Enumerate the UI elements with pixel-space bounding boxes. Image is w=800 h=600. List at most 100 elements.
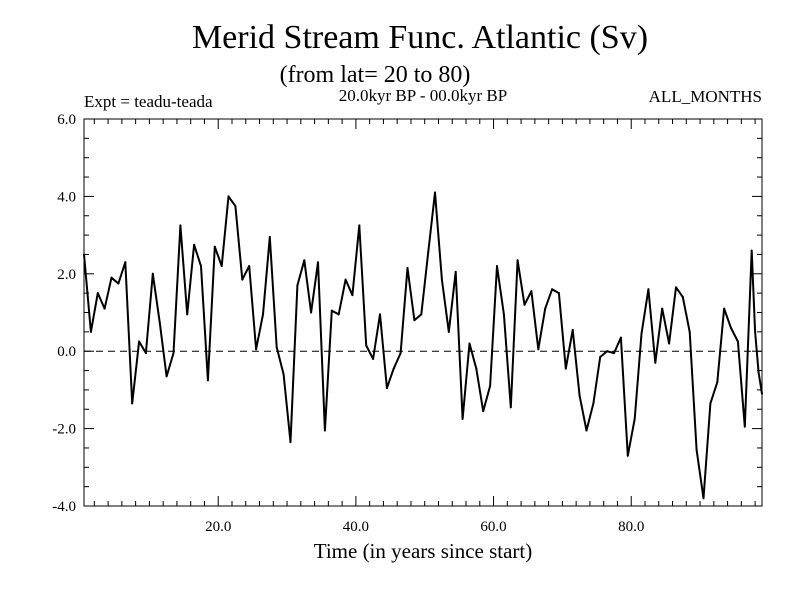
data-point xyxy=(89,330,92,333)
data-point xyxy=(248,265,251,268)
data-point xyxy=(613,352,616,355)
chart-title: Merid Stream Func. Atlantic (Sv) xyxy=(192,19,648,56)
data-point xyxy=(385,386,388,389)
data-point xyxy=(447,330,450,333)
data-point xyxy=(117,282,120,285)
data-point xyxy=(475,367,478,370)
data-point xyxy=(434,191,437,194)
data-point xyxy=(213,245,216,248)
data-point xyxy=(654,361,657,364)
data-point xyxy=(200,265,203,268)
data-point xyxy=(193,243,196,246)
series-line xyxy=(83,191,763,500)
data-point xyxy=(761,392,763,395)
data-point xyxy=(330,309,333,312)
data-point xyxy=(702,497,705,500)
data-point xyxy=(468,342,471,345)
data-point xyxy=(358,224,361,227)
data-point xyxy=(255,348,258,351)
data-point xyxy=(544,307,547,310)
data-point xyxy=(578,394,581,397)
data-point xyxy=(337,313,340,316)
x-tick-label: 80.0 xyxy=(618,519,644,535)
data-point xyxy=(564,367,567,370)
data-point xyxy=(96,292,99,295)
data-point xyxy=(461,417,464,420)
data-point xyxy=(296,284,299,287)
data-point xyxy=(206,379,209,382)
data-point xyxy=(282,373,285,376)
data-point xyxy=(151,272,154,275)
data-point xyxy=(372,357,375,360)
data-point xyxy=(392,367,395,370)
data-point xyxy=(241,278,244,281)
data-point xyxy=(754,330,757,333)
data-point xyxy=(158,321,161,324)
data-point xyxy=(454,270,457,273)
data-point xyxy=(227,195,230,198)
data-point xyxy=(144,352,147,355)
data-point xyxy=(606,350,609,353)
data-point xyxy=(365,344,368,347)
data-point xyxy=(289,441,292,444)
y-tick-label: 2.0 xyxy=(57,267,76,283)
x-tick-label: 20.0 xyxy=(205,519,231,535)
data-point xyxy=(427,251,430,254)
y-tick-label: 4.0 xyxy=(57,189,76,205)
data-point xyxy=(310,311,313,314)
period-label: 20.0kyr BP - 00.0kyr BP xyxy=(339,86,507,105)
data-point xyxy=(668,342,671,345)
data-point xyxy=(378,313,381,316)
data-point xyxy=(709,402,712,405)
x-axis: 20.0 40.0 60.0 80.0 xyxy=(93,119,756,535)
data-point xyxy=(530,290,533,293)
data-point xyxy=(723,307,726,310)
data-point xyxy=(557,292,560,295)
data-point xyxy=(619,336,622,339)
data-point xyxy=(502,313,505,316)
data-point xyxy=(268,236,271,239)
data-point xyxy=(131,402,134,405)
months-label: ALL_MONTHS xyxy=(649,87,762,106)
data-point xyxy=(743,425,746,428)
data-point xyxy=(592,402,595,405)
data-point xyxy=(303,259,306,262)
data-point xyxy=(736,340,739,343)
data-point xyxy=(482,410,485,413)
data-point xyxy=(323,429,326,432)
y-tick-label: -4.0 xyxy=(52,499,76,515)
data-point xyxy=(523,303,526,306)
data-point xyxy=(83,253,85,256)
data-point xyxy=(261,313,264,316)
data-point xyxy=(138,340,141,343)
data-point xyxy=(344,278,347,281)
data-point xyxy=(633,417,636,420)
data-point xyxy=(509,406,512,409)
data-point xyxy=(571,328,574,331)
data-point xyxy=(750,249,753,252)
data-point xyxy=(234,205,237,208)
x-axis-title: Time (in years since start) xyxy=(314,539,533,563)
x-tick-label: 40.0 xyxy=(343,519,369,535)
x-tick-label: 60.0 xyxy=(480,519,506,535)
data-point xyxy=(495,265,498,268)
data-point xyxy=(220,265,223,268)
data-point xyxy=(688,330,691,333)
data-point xyxy=(440,278,443,281)
chart-subtitle: (from lat= 20 to 80) xyxy=(280,62,471,88)
data-point xyxy=(317,261,320,264)
data-point xyxy=(124,261,127,264)
data-points xyxy=(83,191,763,500)
data-point xyxy=(413,319,416,322)
data-point xyxy=(730,326,733,329)
data-point xyxy=(695,448,698,451)
y-tick-label: 6.0 xyxy=(57,112,76,128)
y-tick-label: 0.0 xyxy=(57,344,76,360)
data-point xyxy=(674,286,677,289)
y-tick-label: -2.0 xyxy=(52,422,76,438)
data-point xyxy=(626,454,629,457)
data-point xyxy=(406,266,409,269)
data-point xyxy=(172,352,175,355)
data-point xyxy=(179,224,182,227)
data-point xyxy=(647,288,650,291)
